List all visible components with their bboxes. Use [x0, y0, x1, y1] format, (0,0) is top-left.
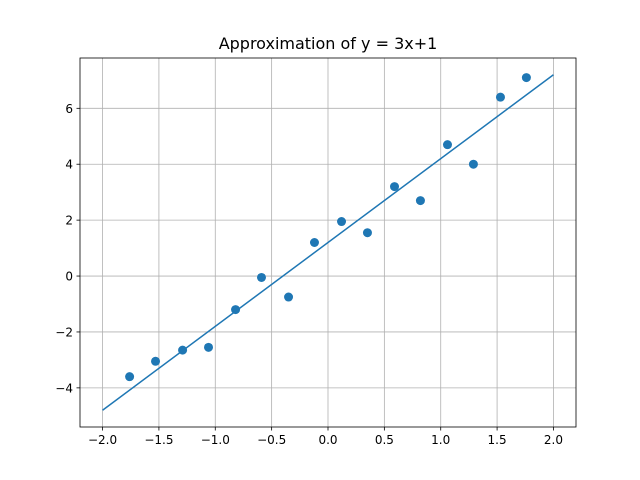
x-tick-label: −2.0	[88, 433, 117, 447]
y-tick-label: −2	[55, 325, 73, 339]
x-tick-label: 0.5	[375, 433, 394, 447]
scatter-series	[125, 73, 531, 382]
fit-line	[102, 74, 554, 411]
y-tick-label: −4	[55, 381, 73, 395]
fit-line-series	[102, 74, 554, 411]
data-point	[125, 372, 135, 382]
data-point	[309, 238, 319, 247]
data-point	[178, 345, 188, 355]
data-point	[521, 73, 531, 83]
y-axis: −4 −2 0 2 4 6	[55, 102, 80, 395]
x-tick-label: 2.0	[544, 433, 563, 447]
data-point	[256, 272, 266, 282]
x-axis: −2.0 −1.5 −1.0 −0.5 0.0 0.5 1.0 1.5 2.0	[88, 427, 563, 447]
y-tick-label: 6	[65, 102, 73, 116]
data-point	[362, 228, 372, 238]
x-tick-label: −0.5	[257, 433, 286, 447]
data-point	[390, 182, 400, 192]
data-point	[204, 342, 214, 352]
y-tick-label: 4	[65, 158, 73, 172]
x-tick-label: 0.0	[318, 433, 337, 447]
data-point	[495, 92, 505, 102]
data-point	[337, 217, 347, 227]
data-point	[151, 356, 161, 366]
x-tick-label: −1.5	[144, 433, 173, 447]
y-tick-label: 2	[65, 214, 73, 228]
data-point	[468, 159, 478, 169]
data-point	[442, 140, 452, 150]
data-point	[415, 196, 425, 206]
y-tick-label: 0	[65, 270, 73, 284]
x-tick-label: −1.0	[201, 433, 230, 447]
chart-title: Approximation of y = 3x+1	[219, 34, 438, 53]
data-point	[231, 305, 241, 315]
x-tick-label: 1.0	[431, 433, 450, 447]
x-tick-label: 1.5	[488, 433, 507, 447]
data-point	[284, 292, 294, 302]
